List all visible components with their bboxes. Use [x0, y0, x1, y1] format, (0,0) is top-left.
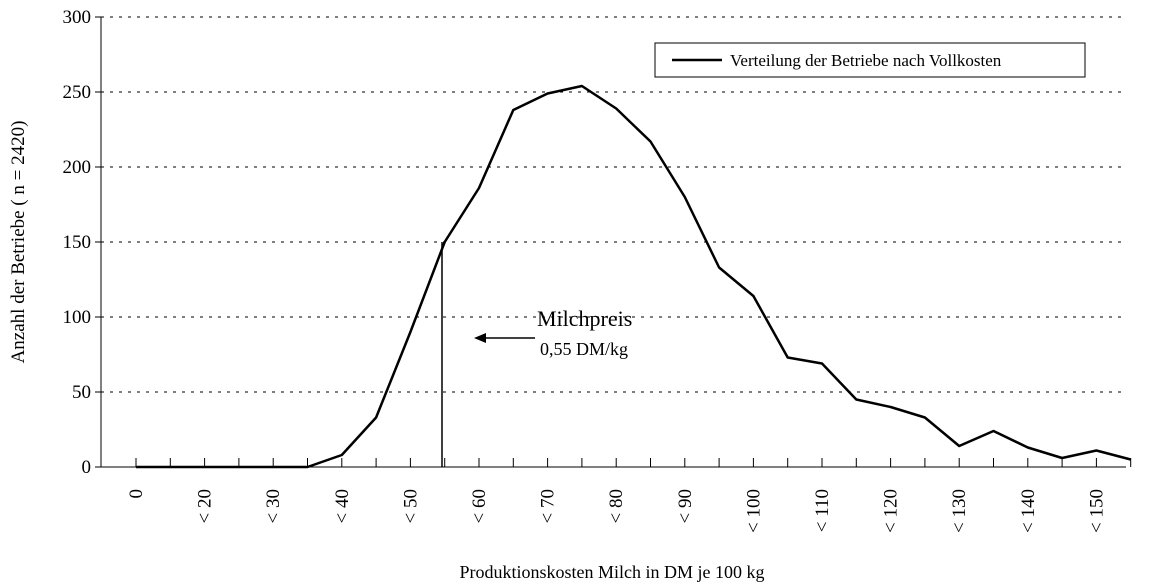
x-tick-label: < 100	[743, 489, 764, 533]
y-tick-label: 200	[63, 157, 92, 178]
y-tick-label: 250	[63, 82, 92, 103]
x-tick-label: < 130	[949, 489, 970, 533]
x-axis-label: Produktionskosten Milch in DM je 100 kg	[460, 562, 765, 582]
x-tick-label: < 30	[263, 489, 284, 523]
x-tick-label: < 120	[881, 489, 902, 533]
x-tick-label: < 40	[332, 489, 353, 523]
x-tick-label: < 110	[812, 489, 833, 532]
arrow-head	[474, 333, 486, 343]
line	[136, 84, 1132, 469]
y-tick-label: 50	[72, 382, 91, 403]
annotation: Milchpreis	[537, 306, 632, 331]
x-tick-label: < 90	[675, 489, 696, 523]
x-tick-label: < 80	[606, 489, 627, 523]
legend-label: Verteilung der Betriebe nach Vollkosten	[730, 51, 1002, 70]
x-tick-label: < 150	[1086, 489, 1107, 533]
x-tick-label: < 50	[400, 489, 421, 523]
y-tick-label: 300	[63, 7, 92, 28]
x-tick-label: < 20	[195, 489, 216, 523]
x-tick-label: 0	[126, 489, 147, 499]
y-tick-label: 0	[82, 457, 92, 478]
x-tick-label: < 140	[1018, 489, 1039, 533]
x-tick-label: < 70	[538, 489, 559, 523]
y-tick-label: 150	[63, 232, 92, 253]
annotation: 0,55 DM/kg	[540, 339, 628, 359]
x-tick-label: < 60	[469, 489, 490, 523]
y-axis-label: Anzahl der Betriebe ( n = 2420)	[8, 121, 29, 364]
y-tick-label: 100	[63, 307, 92, 328]
legend-box	[654, 42, 1086, 78]
